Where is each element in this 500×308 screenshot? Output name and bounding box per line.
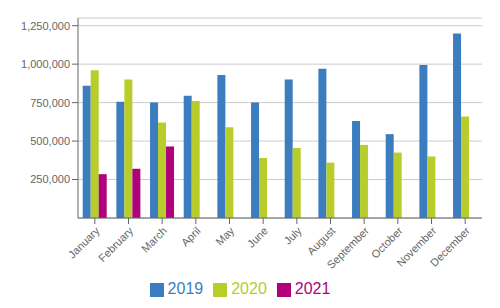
svg-text:500,000: 500,000 bbox=[30, 135, 70, 147]
svg-text:1,000,000: 1,000,000 bbox=[21, 58, 70, 70]
svg-text:March: March bbox=[139, 224, 169, 254]
svg-text:January: January bbox=[65, 224, 102, 261]
svg-text:April: April bbox=[179, 224, 203, 248]
svg-text:June: June bbox=[245, 224, 270, 249]
html-text:2021: 2021 bbox=[294, 280, 331, 297]
svg-text:November: November bbox=[394, 224, 439, 269]
svg-text:750,000: 750,000 bbox=[30, 97, 70, 109]
svg-text:August: August bbox=[305, 224, 338, 257]
svg-text:December: December bbox=[428, 224, 473, 269]
svg-text:October: October bbox=[368, 224, 405, 261]
svg-text:September: September bbox=[325, 224, 372, 271]
svg-text:250,000: 250,000 bbox=[30, 173, 70, 185]
svg-text:May: May bbox=[213, 224, 237, 248]
html-text:2020: 2020 bbox=[231, 280, 267, 297]
svg-text:1,250,000: 1,250,000 bbox=[21, 20, 70, 32]
svg-text:February: February bbox=[96, 224, 136, 264]
svg-text:July: July bbox=[281, 224, 304, 247]
html-text:2019: 2019 bbox=[167, 280, 204, 297]
